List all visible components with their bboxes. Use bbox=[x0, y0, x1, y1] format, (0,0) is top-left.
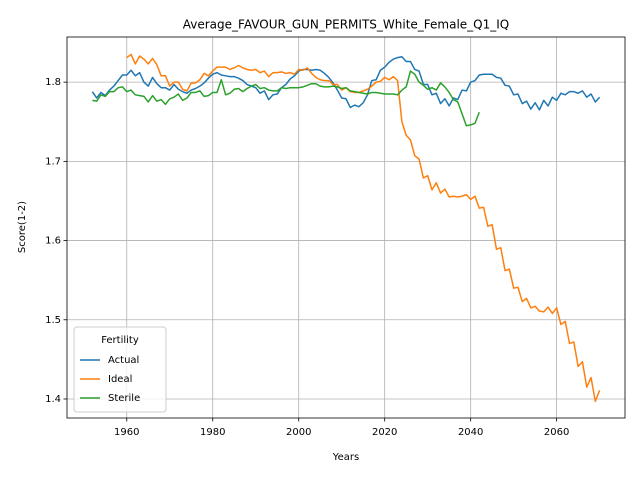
legend-label: Ideal bbox=[108, 374, 132, 385]
plot-frame bbox=[66, 36, 626, 419]
y-tick-label: 1.5 bbox=[45, 315, 61, 326]
y-tick-label: 1.8 bbox=[45, 77, 61, 88]
y-tick-label: 1.6 bbox=[45, 236, 61, 247]
legend-title: Fertility bbox=[101, 335, 139, 346]
series-line bbox=[126, 53, 601, 403]
x-tick-label: 2000 bbox=[286, 427, 311, 438]
series-line bbox=[92, 70, 480, 127]
y-tick-label: 1.4 bbox=[45, 394, 61, 405]
x-tick-label: 2040 bbox=[458, 427, 483, 438]
legend-label: Sterile bbox=[108, 393, 140, 404]
chart-title: Average_FAVOUR_GUN_PERMITS_White_Female_… bbox=[183, 18, 509, 32]
y-axis-label: Score(1-2) bbox=[17, 201, 28, 253]
x-tick-label: 1960 bbox=[114, 427, 139, 438]
x-tick-label: 1980 bbox=[200, 427, 225, 438]
legend-box bbox=[73, 326, 167, 413]
x-axis-label: Years bbox=[332, 452, 359, 463]
y-tick-label: 1.7 bbox=[45, 156, 61, 167]
series-line bbox=[91, 56, 601, 111]
legend-label: Actual bbox=[108, 355, 139, 366]
x-tick-label: 2060 bbox=[544, 427, 569, 438]
x-tick-label: 2020 bbox=[372, 427, 397, 438]
